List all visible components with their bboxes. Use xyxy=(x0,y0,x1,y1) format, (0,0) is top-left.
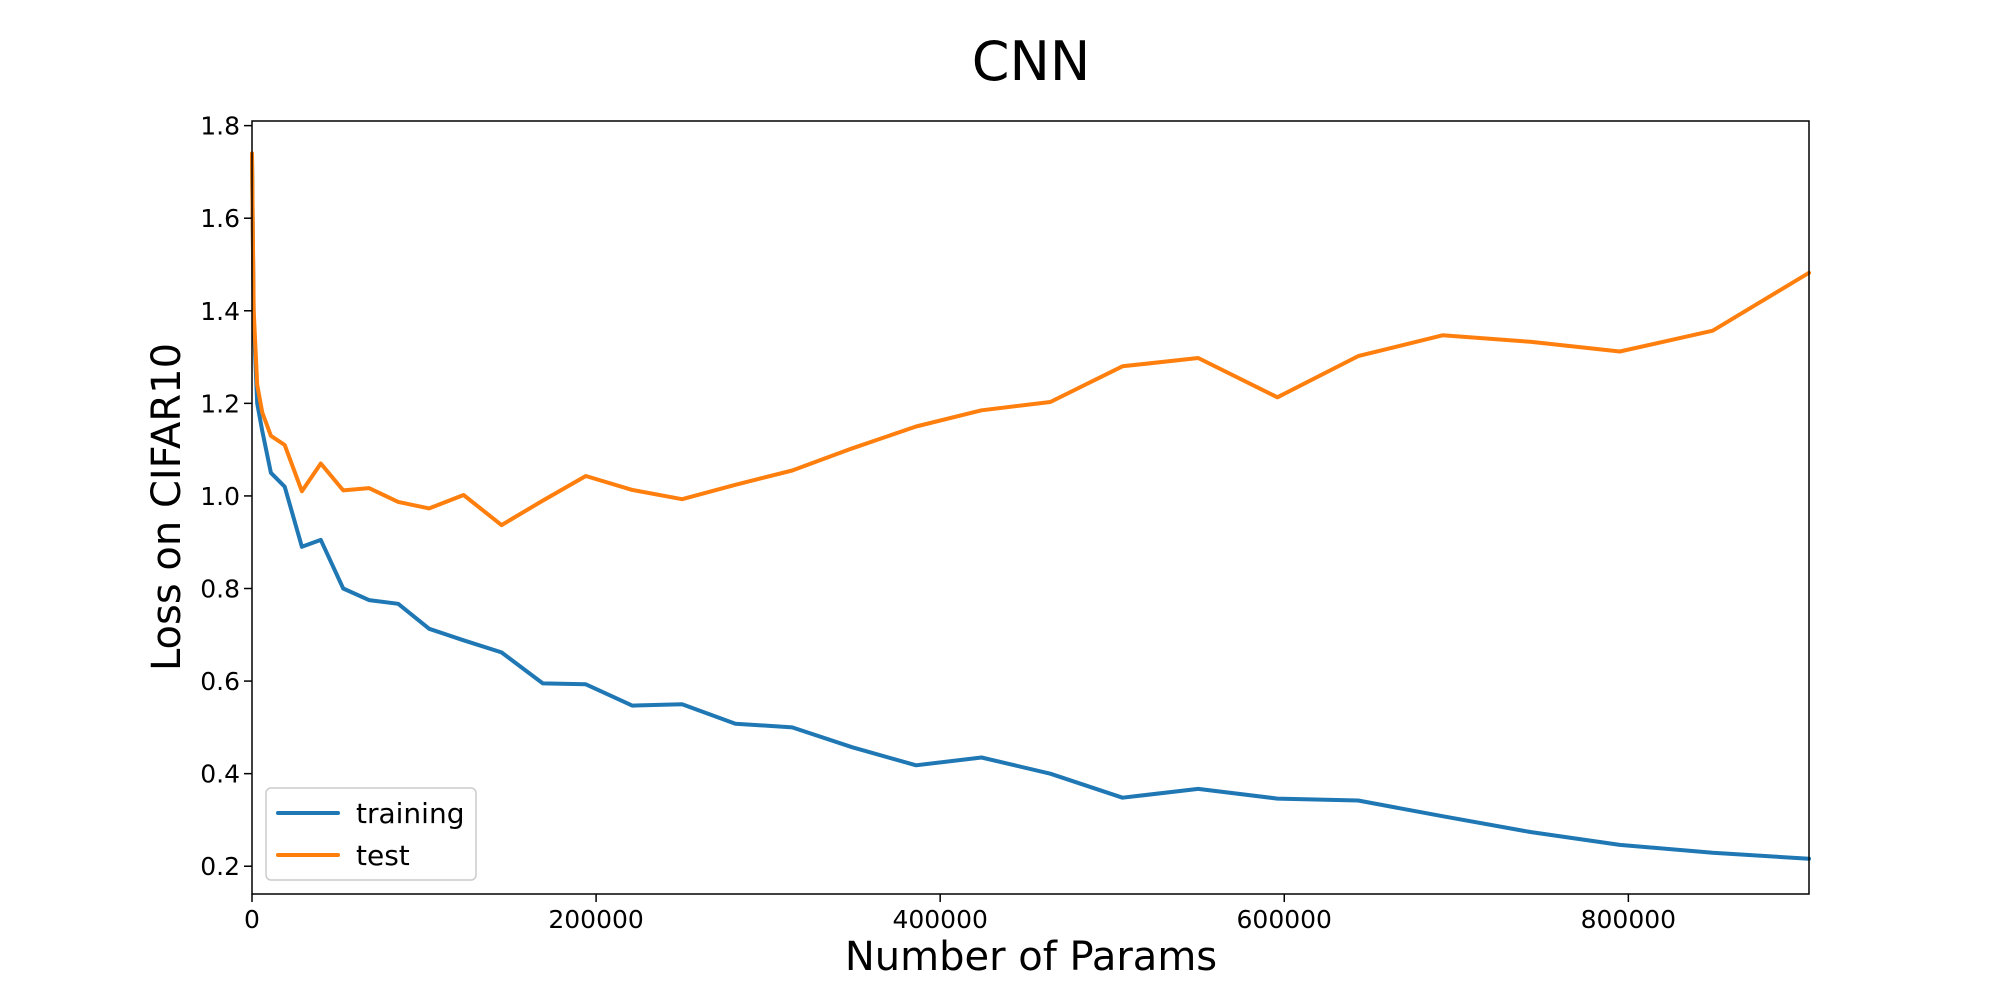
chart-title: CNN xyxy=(972,30,1091,93)
legend-label-test: test xyxy=(356,839,410,872)
legend: training test xyxy=(265,787,477,881)
y-axis: 0.2 0.4 0.6 0.8 1.0 1.2 1.4 1.6 1.8 xyxy=(200,112,252,881)
x-tick-label: 400000 xyxy=(892,905,987,934)
y-axis-title: Loss on CIFAR10 xyxy=(144,343,190,671)
y-tick-label: 0.2 xyxy=(200,852,240,881)
y-tick-label: 0.4 xyxy=(200,760,240,789)
x-tick-label: 800000 xyxy=(1581,905,1676,934)
y-tick-label: 1.0 xyxy=(200,482,240,511)
series-layer xyxy=(250,151,1811,861)
x-axis: 0 200000 400000 600000 800000 xyxy=(244,894,1676,934)
y-tick-label: 1.8 xyxy=(200,112,240,141)
x-axis-title: Number of Params xyxy=(845,934,1217,980)
legend-label-training: training xyxy=(356,797,464,830)
x-tick-label: 600000 xyxy=(1237,905,1332,934)
series-line-training xyxy=(250,156,1811,861)
plot-frame xyxy=(251,120,1810,895)
x-tick-label: 200000 xyxy=(548,905,643,934)
y-tick-label: 1.6 xyxy=(200,204,240,233)
series-line-test xyxy=(250,151,1811,528)
y-tick-label: 0.6 xyxy=(200,667,240,696)
y-tick-label: 1.4 xyxy=(200,297,240,326)
y-tick-label: 1.2 xyxy=(200,389,240,418)
x-tick-label: 0 xyxy=(244,905,260,934)
y-tick-label: 0.8 xyxy=(200,575,240,604)
